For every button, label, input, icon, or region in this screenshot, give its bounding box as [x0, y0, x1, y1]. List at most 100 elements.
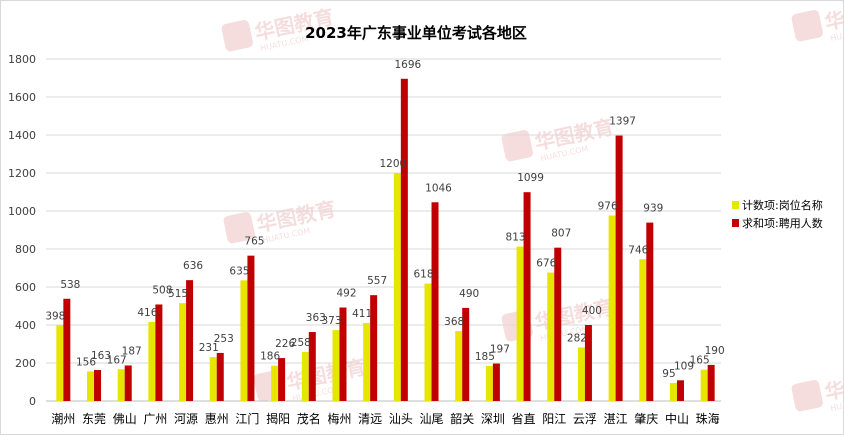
data-label: 813 — [506, 232, 526, 244]
bar — [370, 295, 378, 401]
bar — [87, 371, 95, 401]
x-tick-label: 中山 — [665, 411, 689, 426]
bar — [332, 330, 340, 401]
y-tick-label: 400 — [15, 319, 36, 332]
bar — [639, 259, 647, 401]
bar — [424, 283, 432, 401]
x-tick-label: 佛山 — [113, 412, 137, 426]
x-tick-label: 茂名 — [297, 411, 321, 426]
bar — [516, 246, 524, 401]
bar — [209, 357, 217, 401]
bar — [271, 365, 279, 401]
data-label: 807 — [551, 228, 571, 240]
x-tick-label: 惠州 — [205, 412, 229, 426]
bar — [676, 380, 684, 401]
bar — [431, 202, 439, 401]
y-tick-label: 1600 — [8, 91, 36, 104]
data-label: 156 — [76, 356, 96, 368]
x-tick-label: 韶关 — [450, 411, 474, 426]
data-label: 226 — [275, 338, 295, 350]
bar — [56, 325, 64, 401]
x-tick-label: 揭阳 — [266, 411, 290, 426]
data-label: 187 — [122, 345, 142, 357]
x-tick-label: 江门 — [235, 411, 259, 426]
data-label: 185 — [475, 351, 495, 363]
legend-entry: 计数项:岗位名称 — [742, 198, 823, 212]
data-label: 939 — [643, 203, 663, 215]
x-tick-label: 深圳 — [481, 412, 505, 426]
bar — [63, 298, 71, 401]
data-label: 368 — [444, 316, 464, 328]
gridlines — [46, 58, 721, 402]
data-label: 95 — [662, 368, 675, 380]
data-label: 363 — [306, 312, 326, 324]
data-label: 618 — [413, 269, 433, 281]
data-label: 538 — [60, 279, 80, 291]
data-label: 746 — [628, 244, 648, 256]
bar — [240, 280, 248, 401]
bar — [700, 369, 708, 401]
data-label: 1696 — [394, 59, 421, 71]
data-label: 165 — [690, 355, 710, 367]
x-tick-label: 阳江 — [542, 412, 566, 426]
data-label: 109 — [674, 360, 694, 372]
data-label: 373 — [321, 315, 341, 327]
y-tick-label: 1000 — [8, 205, 36, 218]
data-label: 1397 — [609, 116, 636, 128]
bar — [278, 358, 286, 401]
bar — [301, 351, 309, 401]
y-tick-label: 0 — [29, 395, 36, 408]
bar — [707, 364, 715, 401]
bar — [462, 307, 470, 401]
legend-swatch — [732, 201, 739, 209]
y-tick-label: 1400 — [8, 129, 36, 142]
y-tick-label: 1800 — [8, 53, 36, 66]
x-tick-label: 梅州 — [327, 411, 351, 426]
data-label: 976 — [598, 201, 618, 213]
data-label: 490 — [459, 288, 479, 300]
y-tick-label: 1200 — [8, 167, 36, 180]
data-label: 400 — [582, 305, 602, 317]
y-axis: 0 200 400 600 800 1000 1200 1400 1600 1800 — [8, 53, 36, 408]
y-tick-label: 800 — [15, 243, 36, 256]
x-tick-label: 珠海 — [696, 411, 720, 426]
bars-layer — [56, 78, 715, 401]
bar — [669, 382, 677, 401]
bar — [455, 331, 463, 401]
x-tick-label: 省直 — [512, 412, 536, 426]
data-label: 167 — [107, 354, 127, 366]
data-label: 636 — [183, 260, 203, 272]
bar — [393, 173, 401, 401]
x-axis: 潮州 东莞 佛山 广州 河源 惠州 江门 揭阳 茂名 梅州 清远 汕头 汕尾 韶关 深圳 省直 阳江 云浮 湛江 肇庆… — [51, 411, 719, 426]
data-label: 635 — [229, 265, 249, 277]
data-label: 197 — [490, 344, 510, 356]
data-label: 557 — [367, 275, 387, 287]
data-label: 253 — [214, 333, 234, 345]
data-label: 258 — [291, 337, 311, 349]
x-tick-label: 湛江 — [604, 412, 628, 426]
bar — [577, 347, 585, 401]
bar — [94, 370, 102, 401]
data-label: 1099 — [517, 172, 544, 184]
x-tick-label: 清远 — [358, 412, 382, 426]
y-tick-label: 200 — [15, 357, 36, 370]
data-label: 508 — [152, 284, 172, 296]
chart-title: 2023年广东事业单位考试各地区 — [305, 24, 527, 42]
data-label: 515 — [168, 288, 188, 300]
data-label: 765 — [244, 236, 264, 248]
legend-entry: 求和项:聘用人数 — [742, 216, 823, 230]
bar — [646, 222, 654, 401]
x-tick-label: 潮州 — [51, 411, 75, 426]
bar — [485, 365, 493, 401]
x-tick-label: 云浮 — [573, 412, 597, 426]
watermark-text: 华图教育 — [823, 365, 843, 405]
x-tick-label: 汕尾 — [420, 412, 444, 426]
legend-swatch — [732, 219, 739, 227]
data-label: 676 — [536, 258, 556, 270]
